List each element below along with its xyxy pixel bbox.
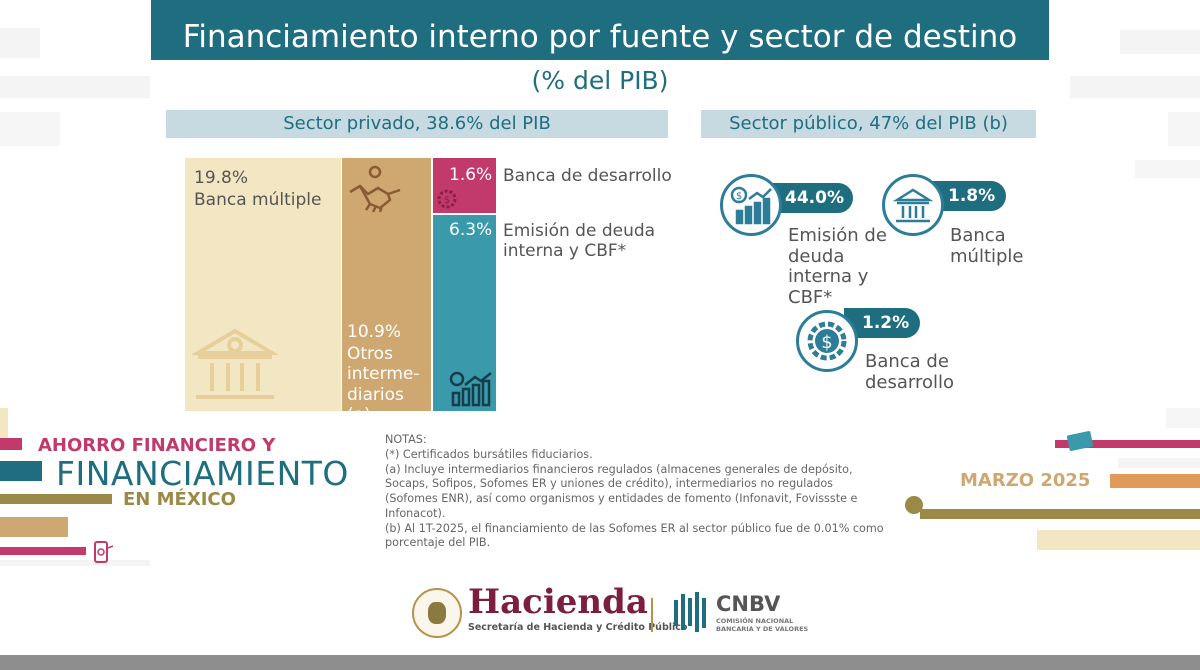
public-sector-header: Sector público, 47% del PIB (b) [701,110,1036,138]
tile-pct: 6.3% [449,220,493,240]
svg-text:$: $ [444,195,450,206]
cnbv-logo-icon [674,592,706,632]
tile-pct: 10.9% [347,322,402,342]
mobile-payment-icon [94,541,114,563]
title-bar: Financiamiento interno por fuente y sect… [151,0,1049,60]
brand-line-2: FINANCIAMIENTO [56,454,349,493]
logo-divider [651,598,653,632]
public-label: Banca múltiple [950,225,1024,267]
tile-banca-multiple: 19.8% Banca múltiple [185,158,341,411]
svg-text:$: $ [821,332,832,353]
note-line: (*) Certificados bursátiles fiduciarios. [385,447,593,461]
public-label: Emisión de deuda interna y CBF* [788,225,887,309]
brand-line-3: EN MÉXICO [123,489,236,510]
footer-bar [0,655,1200,670]
tile-pct: 19.8% [194,168,249,188]
tile-pct: 1.6% [449,165,493,185]
gear-dollar-icon: $ [437,189,457,209]
gear-dollar-icon: $ [796,310,858,372]
growth-chart-icon [449,371,492,407]
note-line: (b) Al 1T-2025, el financiamiento de las… [385,521,884,550]
bank-icon [190,328,280,399]
bank-small-icon [905,496,923,514]
growth-chart-icon: $ [720,174,782,236]
svg-text:$: $ [736,191,742,202]
brand-line-1: AHORRO FINANCIERO Y [38,435,276,456]
private-sector-header: Sector privado, 38.6% del PIB [166,110,668,138]
hacienda-subtitle: Secretaría de Hacienda y Crédito Público [468,622,688,633]
mexico-seal-logo [412,588,462,638]
card-icon [1066,431,1094,451]
public-pct-pill: 1.2% [844,308,920,338]
tile-label: Otros interme-diarios (a) [347,344,420,426]
report-date: MARZO 2025 [960,470,1091,491]
notes: NOTAS: (*) Certificados bursátiles fiduc… [385,433,885,551]
tile-label: Banca de desarrollo [503,166,672,186]
cnbv-subtitle-2: BANCARIA Y DE VALORES [716,625,809,633]
notes-heading: NOTAS: [385,433,427,446]
handshake-icon [349,165,401,213]
tile-banca-desarrollo: 1.6% $ [433,158,496,213]
hacienda-logo-text: Hacienda [468,582,648,622]
public-label: Banca de desarrollo [865,351,955,393]
bank-icon [882,174,944,236]
cnbv-subtitle-1: COMISIÓN NACIONAL [716,617,794,625]
tile-label: Emisión de deuda interna y CBF* [503,221,656,262]
note-line: (a) Incluye intermediarios financieros r… [385,462,858,520]
tile-emision-deuda: 6.3% [433,215,496,411]
page-title: Financiamiento interno por fuente y sect… [182,19,1018,55]
tile-otros-intermediarios: 10.9% Otros interme-diarios (a) [342,158,431,425]
cnbv-logo-text: CNBV [716,592,781,616]
tile-label: Banca múltiple [194,190,322,210]
page-subtitle: (% del PIB) [531,66,669,95]
